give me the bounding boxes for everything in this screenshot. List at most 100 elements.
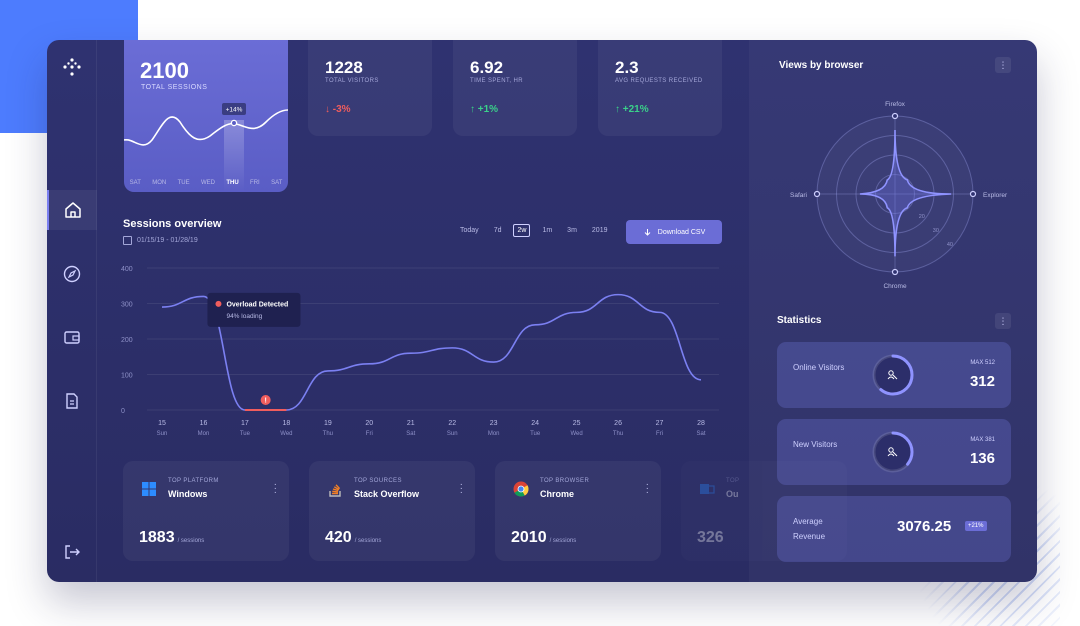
card-value: 326	[697, 529, 724, 546]
x-tick-sublabel: Sat	[406, 431, 415, 437]
stat-value: 6.92	[470, 58, 504, 77]
sidebar	[47, 40, 97, 582]
card-caption: TOP PLATFORM	[168, 478, 219, 484]
sessions-day-axis: SAT MON TUE WED THU FRI SAT	[124, 180, 288, 186]
stat-card-label: New Visitors	[793, 440, 838, 449]
more-options-icon[interactable]: · · ·	[273, 479, 277, 498]
radar-axis-point	[813, 190, 821, 198]
card-caption: TOP BROWSER	[540, 478, 590, 484]
x-tick-label: 15	[158, 420, 166, 427]
x-tick-sublabel: Sat	[696, 431, 705, 437]
stat-change: ↑ +21%	[615, 104, 649, 115]
y-tick-label: 200	[121, 337, 133, 344]
y-tick-label: 300	[121, 302, 133, 309]
date-range[interactable]: 01/15/19 - 01/28/19	[123, 236, 198, 245]
card-name: Ou	[726, 489, 739, 499]
document-icon	[66, 393, 78, 409]
compass-icon	[63, 265, 81, 283]
stat-label: AVG REQUESTS RECEIVED	[615, 78, 703, 84]
total-sessions-value: 2100	[140, 58, 189, 83]
revenue-value: 3076.25	[897, 518, 952, 535]
stat-card-visitors[interactable]: 1228 TOTAL VISITORS ↓ -3%	[308, 40, 432, 136]
views-more-button[interactable]: ⋮	[995, 57, 1011, 73]
new-visitors-card[interactable]: New Visitors MAX 381 136	[777, 419, 1011, 485]
wallet-icon	[64, 331, 80, 344]
statistics-more-button[interactable]: ⋮	[995, 313, 1011, 329]
stat-card-time[interactable]: 6.92 TIME SPENT, HR ↑ +1%	[453, 40, 577, 136]
sessions-badge: +14%	[226, 107, 243, 114]
top-sources-card[interactable]: TOP SOURCES Stack Overflow · · · 420/ sess…	[309, 461, 475, 561]
dashboard-window: 2100 TOTAL SESSIONS +14% SAT MON TUE WED THU…	[47, 40, 1037, 582]
x-tick-sublabel: Sun	[157, 431, 168, 437]
logo-icon[interactable]	[61, 56, 83, 78]
nav-wallet[interactable]	[47, 317, 97, 357]
stat-label: TOTAL VISITORS	[325, 78, 379, 84]
logout-icon	[65, 545, 80, 559]
day-label: SAT	[271, 180, 283, 186]
stat-card-requests[interactable]: 2.3 AVG REQUESTS RECEIVED ↑ +21%	[598, 40, 722, 136]
x-tick-sublabel: Wed	[280, 431, 292, 437]
radar-ring-label: 40	[947, 242, 953, 248]
card-value: 1883	[139, 529, 175, 546]
x-tick-label: 20	[365, 420, 373, 427]
y-tick-label: 100	[121, 373, 133, 380]
day-label: SAT	[129, 180, 141, 186]
range-option-7d[interactable]: 7d	[493, 227, 502, 234]
new-visitors-ring	[872, 431, 914, 473]
nav-logout[interactable]	[47, 532, 97, 572]
card-value-row: 2010/ sessions	[511, 529, 576, 547]
x-tick-label: 26	[614, 420, 622, 427]
range-option-1m[interactable]: 1m	[542, 227, 553, 234]
card-name: Chrome	[540, 489, 575, 499]
x-tick-sublabel: Tue	[240, 431, 251, 437]
average-revenue-card[interactable]: Average Revenue 3076.25 +21%	[777, 496, 1011, 562]
top-browser-card[interactable]: TOP BROWSER Chrome · · · 2010/ sessions	[495, 461, 661, 561]
card-value: 420	[325, 529, 352, 546]
nav-explore[interactable]	[47, 254, 97, 294]
stat-card-value: 136	[969, 450, 995, 467]
stat-value: 2.3	[615, 58, 639, 77]
online-visitors-card[interactable]: Online Visitors MAX 512 312	[777, 342, 1011, 408]
stat-card-value: 312	[969, 373, 995, 390]
user-icon-body	[887, 374, 898, 380]
radar-axis-label: Explorer	[983, 192, 1008, 199]
range-option-today[interactable]: Today	[460, 227, 479, 234]
card-value-row: 1883/ sessions	[139, 529, 204, 547]
x-tick-sublabel: Thu	[613, 431, 623, 437]
x-tick-label: 17	[241, 420, 249, 427]
more-options-icon[interactable]: · · ·	[459, 479, 463, 498]
range-option-2w[interactable]: 2w	[513, 224, 531, 237]
card-caption: TOP SOURCES	[354, 478, 402, 484]
sessions-sparkline: +14%	[124, 103, 288, 192]
x-tick-label: 24	[531, 420, 539, 427]
x-tick-label: 28	[697, 420, 705, 427]
home-icon	[65, 202, 81, 218]
views-by-browser-title: Views by browser	[779, 60, 864, 71]
total-sessions-label: TOTAL SESSIONS	[141, 84, 208, 91]
radar-axis-point	[969, 190, 977, 198]
range-option-2019[interactable]: 2019	[591, 227, 608, 234]
overload-tooltip	[207, 292, 301, 327]
user-icon	[888, 447, 894, 453]
x-tick-label: 23	[490, 420, 498, 427]
stat-card-max: MAX 512	[970, 360, 995, 366]
nav-home[interactable]	[47, 190, 97, 230]
range-selector: Today 7d 2w 1m 3m 2019	[457, 224, 610, 237]
nav-reports[interactable]	[47, 381, 97, 421]
alert-icon[interactable]	[260, 395, 271, 405]
stat-change: ↓ -3%	[325, 104, 351, 115]
range-option-3m[interactable]: 3m	[567, 227, 577, 234]
total-sessions-card[interactable]: 2100 TOTAL SESSIONS +14% SAT MON TUE WED THU…	[124, 40, 288, 192]
download-csv-label: Download CSV	[657, 228, 706, 236]
x-tick-sublabel: Sun	[447, 431, 458, 437]
card-unit: / sessions	[177, 538, 205, 544]
more-options-icon[interactable]: · · ·	[645, 479, 649, 498]
stat-value: 1228	[325, 58, 363, 77]
ring-progress	[872, 431, 914, 473]
download-csv-button[interactable]: Download CSV	[626, 220, 722, 244]
browser-radar-chart: 20 30 40 Firefox Explorer Chrome Safari	[790, 101, 1008, 290]
top-client-card[interactable]: TOP Ou 326	[681, 461, 847, 561]
y-tick-label: 0	[121, 408, 125, 415]
top-platform-card[interactable]: TOP PLATFORM Windows · · · 1883/ sessions	[123, 461, 289, 561]
card-unit: / sessions	[354, 538, 382, 544]
